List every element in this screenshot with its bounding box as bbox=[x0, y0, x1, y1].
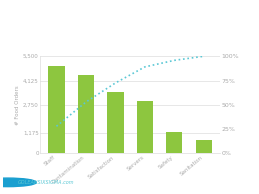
Circle shape bbox=[0, 178, 36, 187]
Text: Example of Pareto Chart: Example of Pareto Chart bbox=[28, 18, 231, 33]
Bar bbox=[137, 101, 153, 153]
Bar bbox=[166, 132, 183, 153]
Bar bbox=[48, 66, 64, 153]
Bar bbox=[196, 140, 212, 153]
Text: GOLEANSIXSIGMA.com: GOLEANSIXSIGMA.com bbox=[18, 180, 75, 185]
Y-axis label: # Food Orders: # Food Orders bbox=[15, 85, 20, 125]
Bar bbox=[78, 75, 94, 153]
Bar bbox=[107, 92, 124, 153]
